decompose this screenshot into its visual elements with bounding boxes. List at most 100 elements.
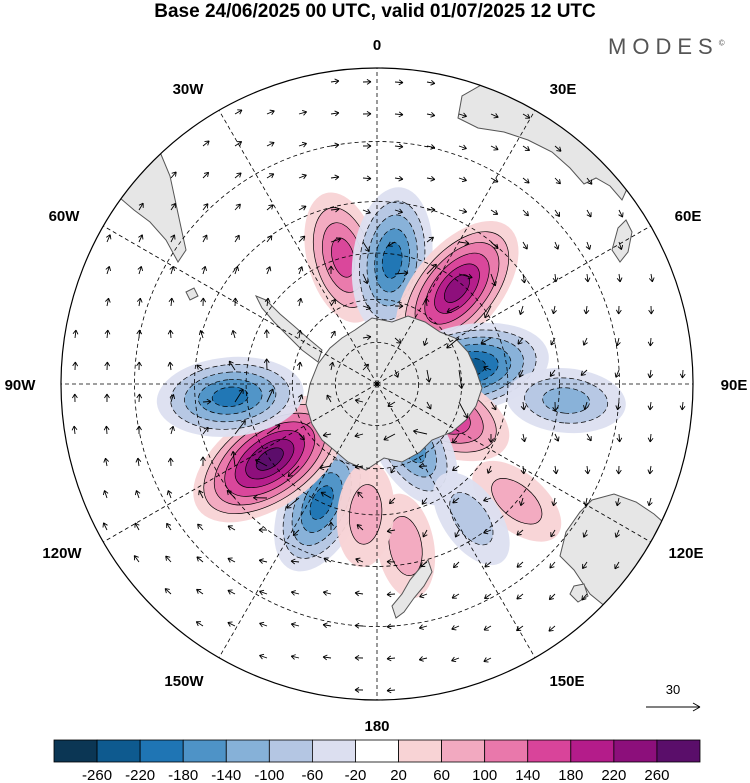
- wind-vector-head: [517, 339, 523, 345]
- wind-vector-head: [105, 297, 111, 303]
- height-contour-line: [388, 516, 423, 576]
- height-contour-line: [449, 492, 494, 546]
- wind-vector-head: [365, 304, 371, 311]
- wind-vector-head: [463, 413, 469, 419]
- wind-vector-head: [235, 203, 241, 209]
- wind-vector: [323, 557, 332, 563]
- wind-vector-head: [233, 266, 240, 272]
- wind-vector-head: [516, 530, 522, 536]
- wind-vector: [426, 177, 435, 180]
- wind-vector-head: [386, 558, 392, 565]
- wind-vector: [616, 337, 620, 346]
- wind-vector-head: [287, 471, 293, 478]
- wind-vector-head: [227, 525, 233, 531]
- wind-vector: [394, 337, 402, 344]
- wind-vector-head: [452, 466, 458, 472]
- wind-vector-head: [446, 343, 452, 349]
- south-pole-marker: [375, 382, 379, 386]
- wind-vector-head: [136, 297, 143, 303]
- wind-vector-head: [462, 208, 468, 214]
- wind-vector-head: [290, 654, 296, 660]
- wind-vector-head: [166, 490, 173, 496]
- wind-vector-head: [169, 266, 175, 272]
- wind-vector-head: [552, 406, 559, 412]
- wind-vector: [586, 273, 589, 282]
- wind-vector: [169, 329, 172, 339]
- modes-logo: MODES©: [608, 34, 725, 60]
- wind-vector-head: [165, 555, 171, 561]
- wind-vector: [259, 559, 268, 563]
- wind-vector-head: [135, 457, 142, 463]
- wind-vector-head: [71, 393, 78, 399]
- wind-vector-head: [72, 361, 79, 367]
- wind-vector: [490, 177, 499, 183]
- wind-vector: [483, 529, 492, 534]
- wind-vector-head: [334, 142, 340, 149]
- meridian-line: [376, 211, 676, 385]
- colorbar-tick-label: 100: [472, 767, 497, 783]
- wind-vector: [362, 209, 371, 214]
- wind-vector-head: [328, 265, 334, 271]
- wind-vector-head: [393, 372, 400, 378]
- wind-vector: [419, 593, 428, 598]
- wind-vector: [202, 266, 206, 275]
- antarctic-peninsula: [254, 295, 323, 363]
- height-contour-line: [542, 387, 590, 414]
- colorbar-swatch: [484, 739, 529, 763]
- wind-vector: [326, 394, 332, 403]
- wind-vector-head: [615, 309, 622, 315]
- positive-anomaly-contour: [444, 274, 470, 303]
- colorbar-tick-label: 180: [558, 767, 583, 783]
- wind-vector: [386, 625, 396, 628]
- wind-vector-head: [398, 111, 404, 118]
- wind-vector-head: [483, 657, 489, 663]
- wind-vector-head: [679, 373, 686, 379]
- wind-vector-head: [615, 405, 622, 411]
- wind-vector-head: [648, 277, 655, 283]
- wind-vector-head: [493, 113, 499, 119]
- wind-vector-head: [354, 590, 360, 597]
- wind-vector: [519, 305, 524, 315]
- wind-vector-head: [136, 425, 142, 431]
- wind-vector: [330, 112, 339, 115]
- longitude-label: 90E: [721, 377, 748, 394]
- meridian-line: [78, 383, 378, 557]
- wind-vector: [138, 234, 143, 243]
- wind-vector: [554, 465, 557, 474]
- positive-anomaly-contour: [388, 516, 423, 576]
- wind-vector: [618, 273, 621, 282]
- wind-vector: [522, 209, 529, 217]
- wind-vector: [582, 561, 588, 569]
- wind-vector-head: [484, 313, 490, 319]
- wind-vector-head: [525, 113, 531, 119]
- wind-vector: [362, 241, 370, 252]
- wind-vector-head: [418, 624, 424, 630]
- wind-vector-head: [397, 208, 403, 215]
- wind-vector-head: [330, 330, 336, 336]
- wind-vector: [138, 202, 144, 211]
- colorbar-swatch: [570, 739, 615, 763]
- wind-vector: [458, 369, 463, 389]
- wind-vector-head: [170, 234, 176, 240]
- wind-vector: [616, 497, 620, 506]
- wind-vector: [446, 337, 460, 349]
- wind-vector-head: [549, 563, 555, 569]
- wind-vector-head: [582, 563, 588, 570]
- wind-vector: [170, 203, 176, 211]
- wind-vector-head: [452, 438, 458, 444]
- wind-vector: [105, 458, 108, 467]
- wind-vector-head: [551, 501, 558, 507]
- wind-vector-head: [258, 527, 264, 533]
- wind-vector-head: [206, 398, 212, 405]
- wind-vector-head: [329, 361, 335, 367]
- wind-vector: [291, 560, 300, 563]
- wind-vector-head: [552, 277, 559, 283]
- meridian-line: [376, 383, 550, 683]
- wind-vector-head: [461, 176, 467, 183]
- wind-vector-head: [196, 588, 202, 594]
- wind-vector-head: [267, 235, 273, 241]
- wind-vector-head: [336, 237, 342, 243]
- wind-vector: [323, 656, 332, 659]
- wind-vector-head: [323, 557, 329, 563]
- wind-vector-head: [422, 532, 428, 538]
